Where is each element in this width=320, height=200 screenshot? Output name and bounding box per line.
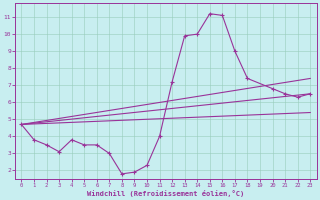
X-axis label: Windchill (Refroidissement éolien,°C): Windchill (Refroidissement éolien,°C) <box>87 190 244 197</box>
